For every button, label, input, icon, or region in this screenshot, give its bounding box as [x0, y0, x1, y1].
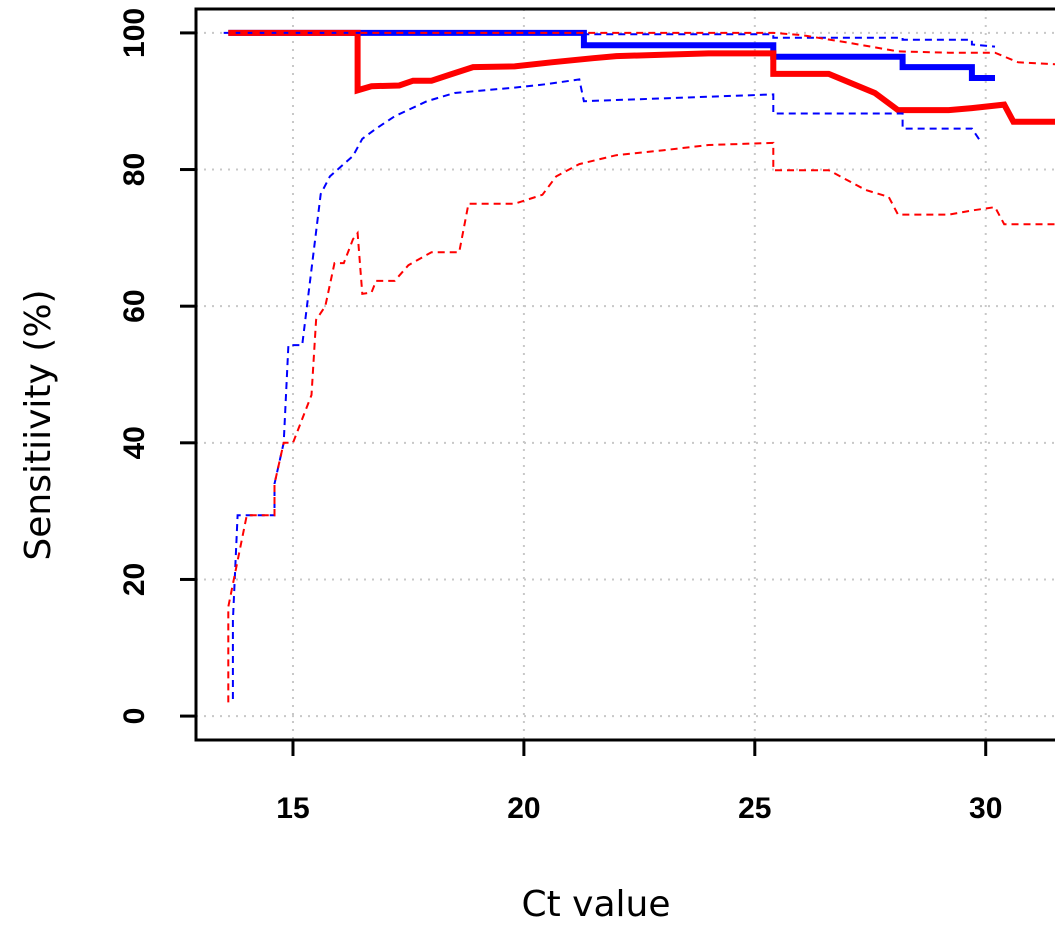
chart-axes [180, 7, 1055, 756]
dashed-series-line-2 [223, 31, 996, 48]
dashed-series-line-5 [227, 141, 1055, 703]
y-tick-label-20: 20 [118, 563, 151, 596]
plot-frame [194, 7, 1055, 742]
dashed-series-line-3 [228, 31, 1055, 66]
solid-series-line-1 [228, 29, 1055, 125]
y-tick-label-60: 60 [118, 289, 151, 322]
x-tick-label-30: 30 [969, 792, 1002, 825]
x-tick-label-25: 25 [738, 792, 771, 825]
chart-series [223, 29, 1055, 703]
x-tick-label-20: 20 [507, 792, 540, 825]
y-tick-label-0: 0 [118, 708, 151, 725]
tick-labels: 15 20 25 30 0 20 40 60 80 100 [118, 8, 1002, 825]
y-tick-label-40: 40 [118, 426, 151, 459]
solid-series-line-0 [228, 29, 995, 81]
x-tick-label-15: 15 [276, 792, 309, 825]
grid-lines [196, 9, 1055, 740]
y-tick-label-100: 100 [118, 8, 151, 58]
y-axis-title: Sensitiivity (%) [18, 289, 59, 560]
dashed-series-line-4 [231, 78, 982, 699]
x-axis-title: Ct value [521, 884, 670, 925]
y-tick-label-80: 80 [118, 153, 151, 186]
